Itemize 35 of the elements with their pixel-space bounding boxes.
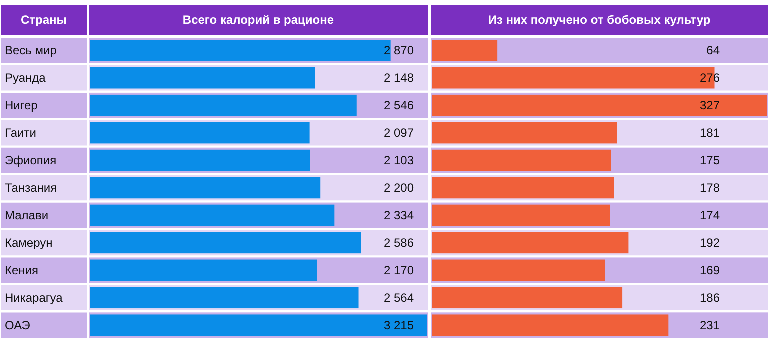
- data-label: 2 170: [384, 263, 414, 278]
- data-label: 64: [706, 44, 720, 58]
- y-tick-label: Малави: [5, 208, 49, 222]
- data-label: 186: [700, 290, 720, 305]
- y-axis-title: Страны: [20, 13, 68, 27]
- chart-title: Всего калорий в рационе: [182, 13, 334, 27]
- data-label: 174: [700, 208, 720, 222]
- data-label: 327: [700, 98, 720, 113]
- y-tick-label: Танзания: [5, 181, 58, 195]
- y-tick-label: Эфиопия: [5, 154, 57, 168]
- data-label: 192: [700, 236, 720, 250]
- data-label: 2 586: [384, 236, 414, 250]
- data-label: 2 870: [384, 44, 414, 58]
- y-tick-label: Камерун: [5, 236, 53, 250]
- data-label: 231: [700, 318, 720, 332]
- data-label: 2 200: [384, 181, 414, 195]
- y-tick-label: Весь мир: [5, 44, 58, 58]
- data-label: 169: [700, 263, 720, 278]
- y-tick-label: Никарагуа: [5, 290, 64, 305]
- data-label: 2 097: [384, 126, 414, 140]
- data-label: 2 103: [384, 154, 414, 168]
- data-label: 175: [700, 154, 720, 168]
- y-tick-label: Гаити: [5, 126, 36, 140]
- data-label: 2 334: [384, 208, 414, 222]
- data-label: 2 546: [384, 98, 414, 113]
- data-label: 2 564: [384, 290, 414, 305]
- y-tick-label: Нигер: [5, 98, 38, 113]
- y-tick-label: ОАЭ: [5, 318, 31, 332]
- data-label: 3 215: [384, 318, 414, 332]
- chart-title: Из них получено от бобовых культур: [488, 13, 711, 27]
- y-tick-label: Кения: [5, 263, 38, 278]
- data-label: 178: [700, 181, 720, 195]
- data-label: 181: [700, 126, 720, 140]
- y-tick-label: Руанда: [5, 71, 46, 86]
- data-label: 2 148: [384, 71, 414, 86]
